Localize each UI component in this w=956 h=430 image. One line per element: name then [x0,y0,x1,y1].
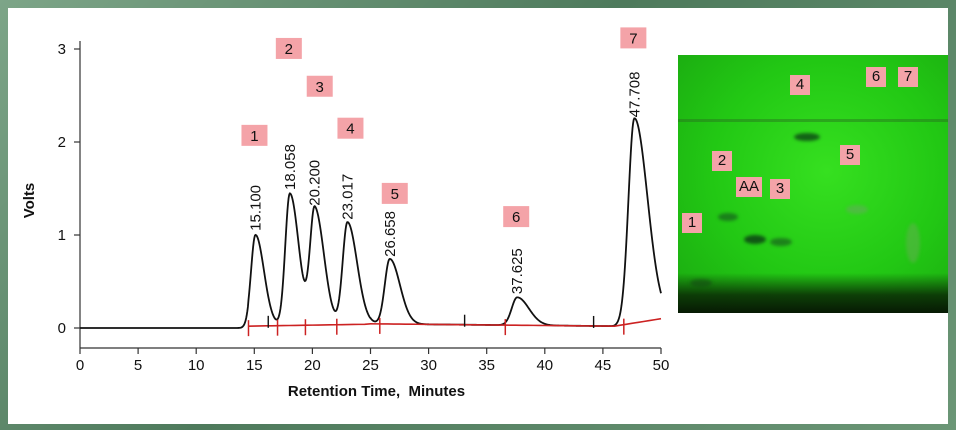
peak-number-label: 7 [629,30,637,47]
plate-label-4: 4 [790,75,810,95]
tlc-spot-4 [794,133,820,141]
tlc-spot-3 [770,238,792,246]
peak-time-label: 26.658 [382,211,399,257]
chromatogram-trace [80,117,662,329]
peak-number-label: 5 [391,186,399,203]
x-tick-label: 15 [246,357,263,374]
peak-time-label: 47.708 [626,72,643,118]
tlc-plate-photo: 1 2 AA 3 4 5 6 7 [678,55,948,313]
x-tick-label: 30 [420,357,437,374]
peak-number-box [306,75,333,97]
y-axis-label: Volts [21,183,38,219]
peak-number-box [275,37,302,59]
solvent-front-line [678,119,948,122]
y-tick-label: 2 [58,134,66,151]
peak-number-label: 1 [250,128,258,145]
integration-baseline [248,317,662,327]
y-tick-label: 3 [58,41,66,58]
peak-time-label: 23.017 [339,174,356,220]
peak-number-box [381,182,408,204]
tlc-spot-2 [718,213,738,221]
tlc-spot-aa [744,235,766,244]
plate-label-5: 5 [840,145,860,165]
peak-number-label: 2 [285,41,293,58]
x-tick-label: 45 [595,357,612,374]
plate-label-aa: AA [736,177,763,197]
tlc-spot-1 [690,279,712,287]
chart-marks: 15.100 1 18.058 2 20.200 3 23.017 4 26.658 5 37.62… [80,27,662,337]
tlc-spot-5 [846,205,868,214]
x-tick-label: 20 [304,357,321,374]
plate-label-3: 3 [770,179,790,199]
x-tick-label: 40 [536,357,553,374]
peak-number-box [503,206,530,228]
peak-number-label: 6 [512,209,520,226]
x-tick-label: 0 [76,357,84,374]
plate-label-6: 6 [866,67,886,87]
x-tick-label: 5 [134,357,142,374]
x-axis-label: Retention Time, Minutes [288,383,465,400]
peak-number-label: 4 [346,121,354,138]
peak-time-label: 15.100 [247,185,264,231]
peak-number-box [241,124,268,146]
peak-time-label: 37.625 [509,248,526,294]
x-tick-label: 10 [188,357,205,374]
x-tick-label: 50 [653,357,670,374]
plate-label-1: 1 [682,213,702,233]
peak-time-label: 18.058 [282,144,299,190]
tlc-spot-7 [906,223,920,263]
plate-label-2: 2 [712,151,732,171]
y-tick-label: 1 [58,227,66,244]
plate-dark-edge [678,273,948,313]
peak-number-box [620,27,647,49]
plate-label-7: 7 [898,67,918,87]
x-tick-label: 35 [478,357,495,374]
peak-number-box [337,117,364,139]
peak-number-label: 3 [316,79,324,96]
y-tick-label: 0 [58,320,66,337]
x-tick-label: 25 [362,357,379,374]
peak-time-label: 20.200 [307,160,324,206]
